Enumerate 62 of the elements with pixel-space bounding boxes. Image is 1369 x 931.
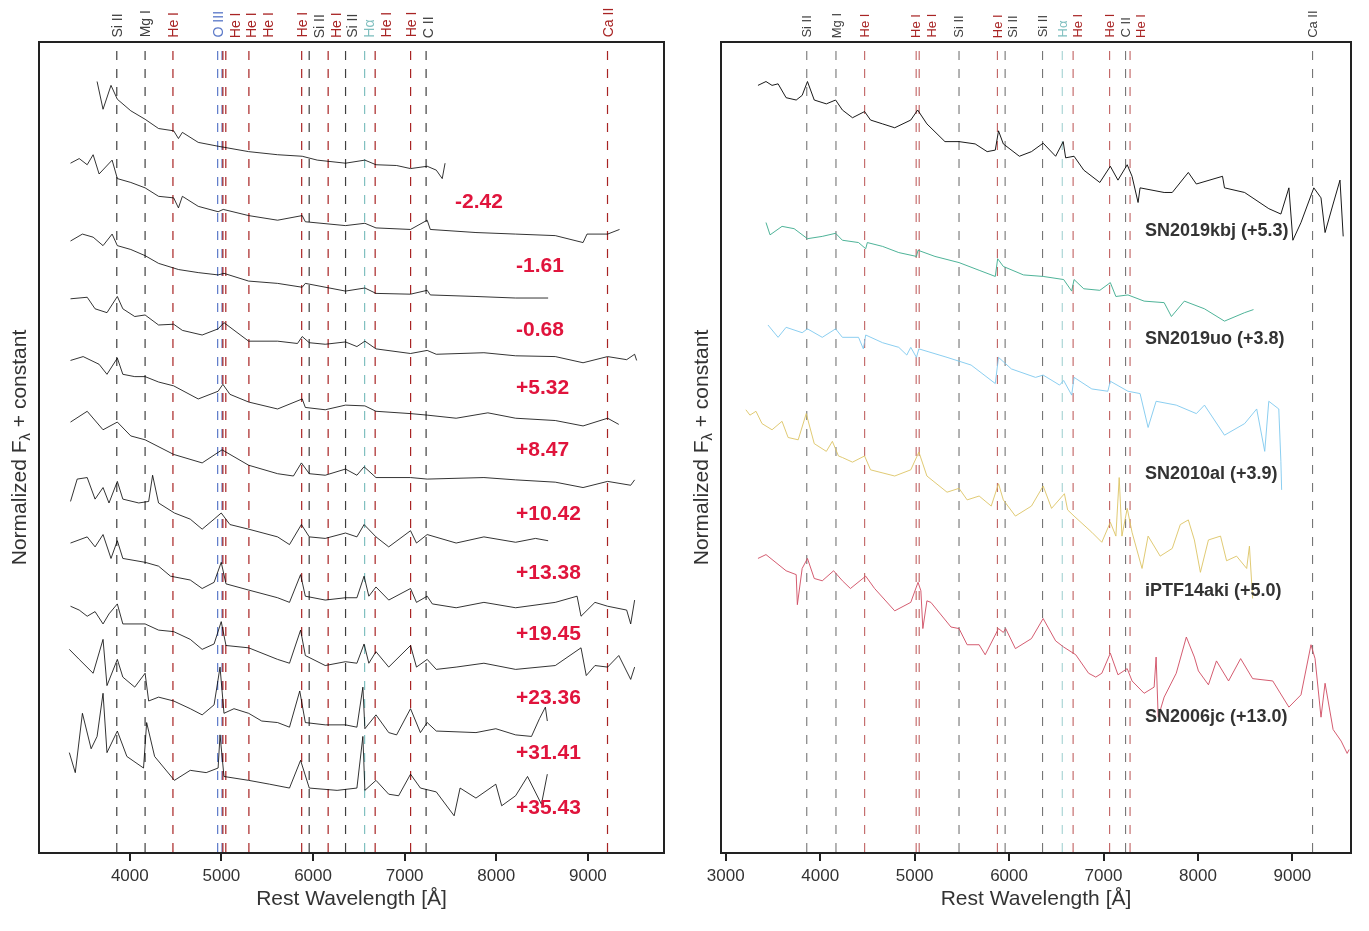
ref-line-label: He I (165, 12, 182, 38)
x-tick-label: 8000 (1179, 866, 1217, 886)
ref-line-label: Si II (310, 14, 327, 39)
ref-line-label: Ca II (1305, 10, 1321, 38)
x-tick-label: 8000 (477, 866, 516, 886)
x-tick-label: 5000 (895, 866, 934, 886)
x-tick-label: 9000 (569, 866, 607, 886)
ref-line-label: He I (260, 12, 277, 38)
ref-line-label: Ca II (599, 7, 616, 38)
ref-line-label: He I (856, 13, 872, 38)
ref-line-label: Si II (344, 13, 361, 38)
x-tick-label: 6000 (990, 866, 1028, 886)
ref-line-label: Si II (799, 15, 815, 38)
ref-line-label: He I (327, 12, 344, 39)
series-label: +19.45 (516, 621, 582, 644)
ref-line-label: Hα (361, 19, 378, 38)
ref-line-label: He I (1133, 14, 1149, 38)
ref-line-label: He I (908, 14, 924, 38)
series-label: +13.38 (516, 560, 582, 583)
ref-line-label: He I (923, 13, 939, 38)
series-label: +31.41 (516, 740, 582, 763)
ref-line-label: Si II (1034, 14, 1050, 38)
ref-line-label: He I (293, 11, 310, 38)
ref-line-label: C II (419, 16, 436, 39)
series-label: SN2006jc (+13.0) (1145, 706, 1288, 726)
ref-line-label: He I (402, 11, 419, 38)
ref-line-label: Mg I (828, 12, 844, 39)
series-label: -1.61 (516, 253, 565, 276)
series-label: -0.68 (516, 317, 565, 340)
x-tick-label: 6000 (294, 866, 332, 886)
x-tick-label: 9000 (1273, 866, 1312, 886)
x-tick-label: 7000 (1084, 866, 1123, 886)
ref-line-label: Hα (1054, 20, 1070, 38)
series-label: +8.47 (516, 437, 570, 460)
series-label: iPTF14aki (+5.0) (1145, 580, 1282, 600)
ref-line-label: Si II (1005, 15, 1021, 38)
x-tick-label: 3000 (706, 866, 745, 886)
series-label: +23.36 (516, 685, 581, 708)
ref-line-label: He I (226, 12, 243, 39)
series-label: +35.43 (516, 795, 581, 818)
x-tick-label: 7000 (385, 866, 424, 886)
ref-line-label: C II (1117, 17, 1133, 38)
ref-line-label: Si II (109, 13, 126, 38)
ref-line-label: He I (377, 11, 394, 38)
ref-line-label: He I (1070, 13, 1086, 38)
ref-line-label: He I (243, 12, 260, 39)
x-tick-label: 4000 (801, 866, 840, 886)
ref-line-label: Si II (951, 15, 967, 38)
series-label: +5.32 (516, 375, 570, 398)
x-axis-title: Rest Wavelength [Å] (940, 886, 1132, 910)
series-label: SN2019kbj (+5.3) (1145, 220, 1289, 240)
series-label: +10.42 (516, 501, 581, 524)
ref-line-label: Mg I (136, 10, 153, 38)
series-label: SN2010al (+3.9) (1145, 463, 1278, 483)
ref-line-label: He I (1101, 13, 1117, 38)
x-tick-label: 4000 (110, 866, 149, 886)
ref-line-label: O III (209, 10, 226, 38)
x-axis-title: Rest Wavelength [Å] (256, 886, 447, 910)
series-label: SN2019uo (+3.8) (1145, 328, 1285, 348)
ref-line-label: He I (989, 14, 1005, 39)
x-tick-label: 5000 (202, 866, 241, 886)
series-label: -2.42 (455, 189, 503, 212)
